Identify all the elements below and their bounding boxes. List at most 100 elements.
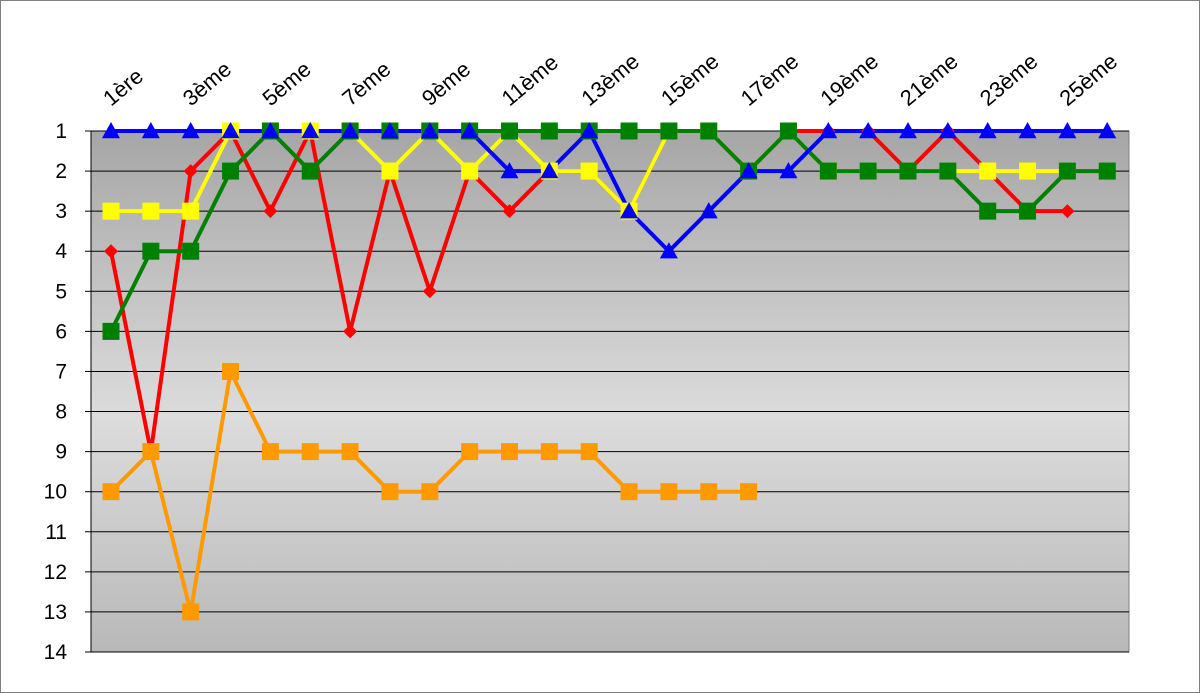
data-point-square — [301, 162, 319, 180]
data-point-diamond — [343, 324, 358, 339]
data-point-square — [222, 362, 240, 380]
data-point-triangle — [699, 202, 718, 219]
data-point-square — [700, 122, 718, 140]
data-point-triangle — [301, 122, 320, 139]
data-point-triangle — [1058, 122, 1077, 139]
data-point-square — [142, 202, 160, 220]
y-tick-label: 3 — [55, 200, 67, 223]
data-point-diamond — [104, 244, 118, 259]
x-tick-label: 1ère — [98, 63, 148, 110]
data-point-square — [142, 242, 160, 260]
y-tick-label: 9 — [55, 441, 67, 464]
data-point-square — [660, 483, 678, 501]
data-point-triangle — [341, 122, 360, 139]
data-point-square — [740, 483, 758, 501]
y-tick-label: 6 — [55, 320, 67, 343]
data-point-square — [580, 443, 598, 461]
y-tick-label: 7 — [55, 360, 67, 383]
data-point-square — [182, 202, 200, 220]
data-point-square — [540, 443, 558, 461]
data-point-diamond — [183, 164, 198, 179]
x-axis: 1ère 3ème 5ème 7ème 9ème 11ème 13ème 15ème 17ème… — [98, 48, 1122, 110]
data-point-square — [779, 122, 797, 140]
data-point-square — [301, 443, 319, 461]
y-tick-label: 8 — [55, 401, 67, 424]
y-tick-label: 14 — [44, 641, 68, 664]
x-tick-label: 5ème — [258, 56, 316, 111]
data-point-square — [501, 122, 518, 140]
x-tick-label: 25ème — [1055, 48, 1123, 110]
data-point-square — [461, 443, 479, 461]
data-point-triangle — [141, 122, 160, 139]
data-point-diamond — [422, 284, 437, 299]
data-point-triangle — [899, 122, 917, 139]
data-point-square — [421, 483, 439, 501]
data-point-triangle — [221, 122, 240, 139]
x-tick-label: 11ème — [497, 49, 563, 110]
data-point-triangle — [102, 122, 120, 139]
data-point-diamond — [1060, 204, 1075, 219]
data-point-square — [620, 483, 638, 501]
x-tick-label: 21ème — [895, 48, 963, 110]
y-tick-label: 13 — [44, 601, 67, 624]
plot-area — [90, 130, 1130, 653]
data-point-triangle — [978, 122, 997, 139]
data-point-square — [501, 443, 518, 461]
data-point-triangle — [460, 122, 479, 139]
data-point-diamond — [502, 204, 517, 219]
data-point-square — [859, 162, 877, 180]
data-point-square — [819, 162, 837, 180]
data-point-square — [1058, 162, 1076, 180]
data-point-square — [899, 162, 917, 180]
data-point-square — [1019, 162, 1037, 180]
data-point-triangle — [380, 122, 399, 139]
data-point-triangle — [261, 122, 280, 139]
data-point-square — [620, 122, 638, 140]
y-tick-label: 5 — [55, 280, 67, 303]
data-point-square — [580, 162, 598, 180]
y-tick-label: 1 — [55, 120, 67, 143]
data-point-square — [381, 162, 399, 180]
data-point-square — [142, 443, 160, 461]
x-tick-label: 19ème — [815, 48, 883, 110]
data-point-triangle — [659, 242, 678, 259]
data-point-triangle — [580, 122, 599, 139]
data-point-triangle — [938, 122, 957, 139]
data-point-triangle — [1098, 122, 1117, 139]
data-point-square — [700, 483, 718, 501]
data-point-square — [461, 162, 479, 180]
data-point-triangle — [500, 162, 519, 179]
data-point-square — [939, 162, 957, 180]
data-point-square — [102, 322, 120, 340]
data-point-triangle — [420, 122, 439, 139]
data-point-square — [182, 242, 200, 260]
y-tick-label: 2 — [55, 160, 67, 183]
data-point-square — [341, 443, 359, 461]
data-point-diamond — [263, 204, 278, 219]
x-tick-label: 9ème — [417, 56, 475, 111]
data-point-square — [261, 443, 279, 461]
data-point-triangle — [181, 122, 200, 139]
data-point-triangle — [819, 122, 838, 139]
gridlines — [91, 130, 1129, 653]
data-point-triangle — [540, 162, 559, 179]
y-tick-label: 10 — [44, 481, 67, 504]
x-tick-label: 15ème — [656, 48, 724, 110]
series-markers — [102, 122, 1117, 621]
data-point-square — [222, 162, 240, 180]
x-tick-label: 3ème — [178, 56, 236, 111]
data-point-square — [540, 122, 558, 140]
data-point-square — [182, 603, 200, 621]
data-point-square — [1019, 202, 1037, 220]
data-point-triangle — [620, 202, 639, 219]
x-tick-label: 23ème — [975, 48, 1043, 110]
data-point-square — [979, 162, 997, 180]
y-tick-label: 4 — [55, 240, 67, 263]
x-tick-label: 17ème — [736, 48, 804, 110]
data-point-triangle — [859, 122, 878, 139]
x-tick-label: 13ème — [576, 48, 644, 110]
data-point-square — [660, 122, 678, 140]
data-point-triangle — [779, 162, 798, 179]
